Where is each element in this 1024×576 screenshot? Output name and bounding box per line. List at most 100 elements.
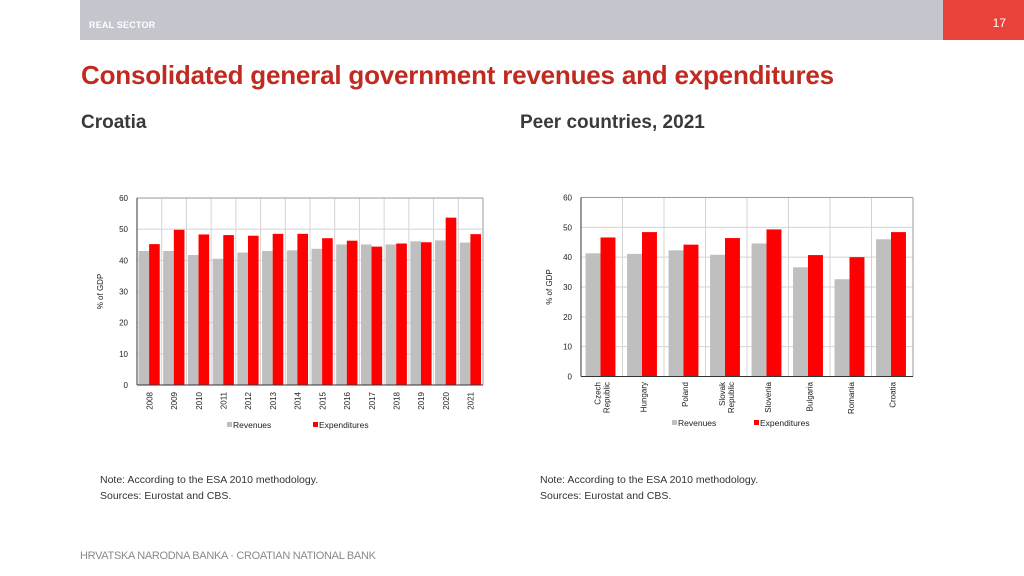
bar-revenues-2008 bbox=[138, 250, 150, 385]
x-tick-label: Hungary bbox=[639, 382, 648, 412]
bar-revenues-hungary bbox=[627, 253, 643, 377]
bar-expenditures-2009 bbox=[173, 229, 185, 385]
x-tick-label: 2015 bbox=[318, 391, 327, 409]
bar-expenditures-2016 bbox=[346, 240, 358, 385]
bar-expenditures-2010 bbox=[198, 234, 210, 385]
left-sources: Sources: Eurostat and CBS. bbox=[100, 490, 232, 502]
bar-expenditures-2012 bbox=[247, 235, 259, 385]
footer-right: CROATIAN NATIONAL BANK bbox=[236, 550, 376, 562]
x-tick-label: 2016 bbox=[343, 391, 352, 409]
footer-left: HRVATSKA NARODNA BANKA bbox=[80, 550, 228, 562]
legend-swatch-expenditures bbox=[754, 420, 759, 425]
x-tick-label: 2014 bbox=[294, 391, 303, 409]
y-tick-label: 60 bbox=[563, 194, 572, 203]
y-tick-label: 20 bbox=[563, 313, 572, 322]
x-tick-label: Slovak bbox=[718, 381, 727, 406]
x-tick-label: 2017 bbox=[368, 391, 377, 409]
left-chart-croatia: 0 10 20 30 40 50 60 2008 2009 2010 2011 2012 2013 201… bbox=[96, 194, 484, 430]
right-chart-subtitle: Peer countries, 2021 bbox=[520, 112, 705, 133]
right-note: Note: According to the ESA 2010 methodol… bbox=[540, 474, 759, 486]
legend-label-expenditures: Expenditures bbox=[319, 420, 369, 430]
left-chart-subtitle: Croatia bbox=[81, 112, 147, 133]
section-label: REAL SECTOR bbox=[89, 20, 156, 30]
bar-revenues-2017 bbox=[360, 244, 372, 385]
x-tick-label: 2008 bbox=[145, 391, 154, 409]
header-bar: REAL SECTOR bbox=[80, 0, 943, 40]
x-tick-label: Slovenia bbox=[764, 381, 773, 412]
page-number: 17 bbox=[992, 16, 1006, 30]
x-tick-label: Bulgaria bbox=[805, 381, 814, 411]
bar-revenues-2011 bbox=[212, 258, 224, 385]
bar-revenues-2016 bbox=[336, 244, 347, 385]
y-tick-label: 50 bbox=[119, 225, 128, 234]
bar-revenues-2010 bbox=[187, 255, 199, 385]
x-tick-label: 2019 bbox=[417, 391, 426, 409]
legend-swatch-revenues bbox=[672, 420, 677, 425]
x-tick-label: Czech bbox=[593, 382, 602, 405]
bar-expenditures-2017 bbox=[371, 246, 383, 385]
x-tick-label: 2011 bbox=[220, 391, 229, 409]
legend-label-expenditures: Expenditures bbox=[760, 418, 810, 428]
x-tick-label: Romania bbox=[847, 381, 856, 414]
x-tick-label: 2021 bbox=[467, 391, 476, 409]
x-tick-label: 2018 bbox=[393, 391, 402, 409]
x-tick-label: Poland bbox=[681, 382, 690, 407]
bar-expenditures-2013 bbox=[272, 233, 284, 385]
bar-revenues-2015 bbox=[311, 248, 323, 385]
bar-expenditures-2008 bbox=[149, 244, 160, 385]
legend-label-revenues: Revenues bbox=[233, 420, 271, 430]
y-tick-label: 50 bbox=[563, 223, 572, 232]
bar-expenditures-2020 bbox=[445, 217, 457, 385]
bar-expenditures-2011 bbox=[223, 235, 234, 385]
x-tick-label: 2012 bbox=[244, 391, 253, 409]
slide-title: Consolidated general government revenues… bbox=[81, 60, 834, 90]
x-tick-label: Croatia bbox=[888, 381, 897, 407]
bar-revenues-2019 bbox=[410, 241, 421, 385]
y-tick-label: 30 bbox=[119, 288, 128, 297]
page-number-box: 17 bbox=[943, 0, 1024, 40]
bar-expenditures-2021 bbox=[470, 234, 482, 385]
left-note: Note: According to the ESA 2010 methodol… bbox=[100, 474, 319, 486]
bar-expenditures-poland bbox=[683, 244, 699, 377]
legend-label-revenues: Revenues bbox=[678, 418, 716, 428]
y-tick-label: 40 bbox=[119, 256, 128, 265]
y-tick-label: 40 bbox=[563, 253, 572, 262]
bar-revenues-slovak-republic bbox=[710, 254, 726, 377]
y-tick-label: 30 bbox=[563, 283, 572, 292]
y-tick-label: 20 bbox=[119, 319, 128, 328]
bar-revenues-2009 bbox=[163, 250, 174, 385]
bar-expenditures-2015 bbox=[322, 238, 333, 385]
bar-expenditures-croatia bbox=[891, 232, 906, 377]
bar-expenditures-slovenia bbox=[766, 229, 782, 377]
bar-expenditures-czech-republic bbox=[600, 237, 616, 377]
right-sources: Sources: Eurostat and CBS. bbox=[540, 490, 672, 502]
bar-expenditures-bulgaria bbox=[808, 255, 823, 377]
x-tick-label: 2020 bbox=[442, 391, 451, 409]
y-tick-label: 0 bbox=[124, 381, 129, 390]
bar-revenues-bulgaria bbox=[793, 267, 809, 377]
legend-swatch-expenditures bbox=[313, 422, 318, 427]
bar-revenues-2013 bbox=[262, 250, 273, 385]
bar-expenditures-romania bbox=[849, 257, 865, 377]
bar-revenues-2014 bbox=[286, 250, 298, 385]
x-tick-label: Republic bbox=[727, 382, 736, 413]
y-axis-label: % of GDP bbox=[545, 269, 554, 305]
bar-revenues-poland bbox=[668, 250, 684, 377]
x-tick-label: Republic bbox=[602, 382, 611, 413]
bar-revenues-romania bbox=[834, 279, 850, 377]
bar-expenditures-2014 bbox=[297, 233, 309, 385]
bar-revenues-2020 bbox=[435, 240, 446, 385]
bar-expenditures-2018 bbox=[396, 243, 407, 385]
bar-expenditures-2019 bbox=[420, 242, 432, 385]
y-tick-label: 10 bbox=[119, 350, 128, 359]
bar-revenues-slovenia bbox=[751, 243, 767, 377]
x-tick-label: 2010 bbox=[195, 391, 204, 409]
bar-revenues-2021 bbox=[459, 242, 471, 385]
bar-revenues-croatia bbox=[876, 239, 892, 377]
bar-expenditures-slovak-republic bbox=[725, 238, 740, 377]
x-tick-label: 2013 bbox=[269, 391, 278, 409]
bar-revenues-czech-republic bbox=[585, 253, 601, 377]
y-tick-label: 10 bbox=[563, 343, 572, 352]
